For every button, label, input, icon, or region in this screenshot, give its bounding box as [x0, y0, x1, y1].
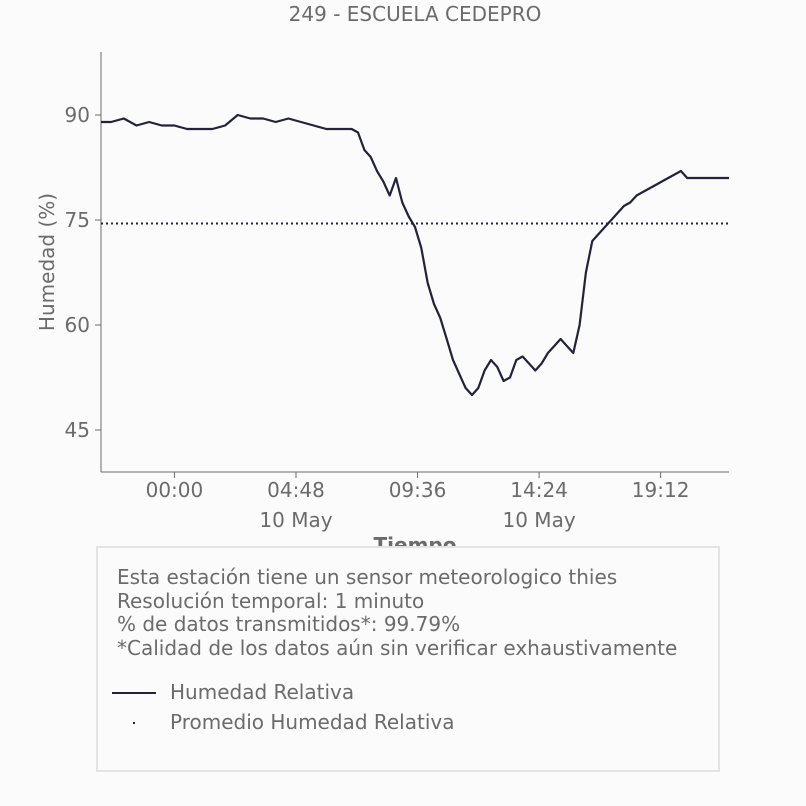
legend-label-average: Promedio Humedad Relativa [170, 710, 455, 734]
y-tick-label: 45 [65, 418, 90, 442]
x-tick-label: 00:00 [146, 478, 204, 502]
y-tick-label: 75 [65, 208, 90, 232]
x-tick-label: 09:36 [389, 478, 447, 502]
y-tick-label: 90 [65, 103, 90, 127]
x-date-label: 10 May [259, 508, 332, 532]
x-ticks: 00:00 04:48 09:36 14:24 19:12 10 May 10 May [146, 472, 690, 532]
x-tick-label: 19:12 [632, 478, 690, 502]
y-ticks: 45 60 75 90 [65, 103, 101, 442]
x-tick-label: 14:24 [510, 478, 568, 502]
humidity-chart: 249 - ESCUELA CEDEPRO 45 60 75 90 00:00 04:4… [35, 2, 729, 557]
info-transmission-line: % de datos transmitidos*: 99.79% [117, 612, 461, 636]
humidity-series-line [101, 113, 729, 397]
y-axis-label: Humedad (%) [35, 193, 59, 331]
info-sensor-line: Esta estación tiene un sensor meteorolog… [117, 565, 618, 589]
y-tick-label: 60 [65, 313, 90, 337]
legend-label-humidity: Humedad Relativa [170, 680, 355, 704]
info-box: Esta estación tiene un sensor meteorolog… [96, 546, 720, 772]
info-resolution-line: Resolución temporal: 1 minuto [117, 588, 425, 613]
x-tick-label: 04:48 [267, 478, 325, 502]
legend-line-swatch [112, 692, 156, 694]
info-text: Esta estación tiene un sensor meteorolog… [117, 565, 678, 660]
chart-title: 249 - ESCUELA CEDEPRO [289, 2, 542, 26]
legend-dot-swatch [133, 722, 135, 724]
x-date-label: 10 May [503, 508, 576, 532]
info-quality-line: *Calidad de los datos aún sin verificar … [117, 635, 678, 660]
